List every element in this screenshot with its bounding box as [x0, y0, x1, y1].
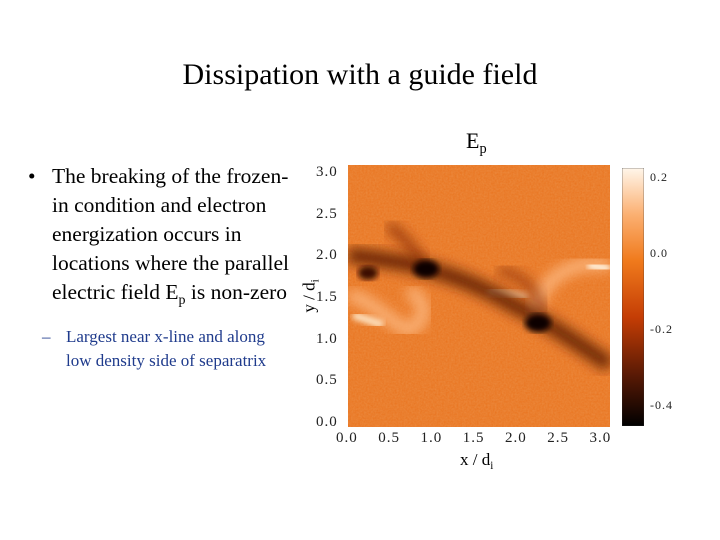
- y-tick-label: 0.0: [316, 413, 338, 430]
- x-line-minimum-lower: [525, 314, 551, 332]
- ep-heatmap: [348, 165, 610, 427]
- x-tick-label: 0.0: [336, 430, 358, 446]
- dark-separatrix-mid: [496, 265, 548, 317]
- heatmap-grain: [348, 165, 610, 427]
- figure-label: Ep: [466, 128, 487, 158]
- y-tick-label: 2.5: [316, 205, 338, 222]
- bullet-main-subscript: p: [178, 292, 186, 308]
- y-axis-label-subscript: i: [309, 279, 322, 283]
- y-tick-label: 1.5: [316, 289, 338, 306]
- colorbar-tick-label: 0.0: [650, 246, 668, 261]
- y-tick-label: 2.0: [316, 247, 338, 264]
- x-tick-label: 1.0: [420, 430, 443, 446]
- bullet-main-text: The breaking of the frozen-in condition …: [52, 164, 289, 304]
- bullet-list: • The breaking of the frozen-in conditio…: [28, 162, 290, 373]
- x-tick-label: 1.5: [462, 430, 485, 446]
- x-tick-label: 2.0: [505, 430, 527, 446]
- colorbar: [622, 168, 644, 426]
- bullet-sub-text: Largest near x-line and along low densit…: [66, 326, 267, 370]
- bright-spot-left: [351, 311, 385, 329]
- bullet-main: • The breaking of the frozen-in conditio…: [28, 162, 290, 315]
- colorbar-tick-label: -0.4: [650, 398, 673, 413]
- bullet-sub: – Largest near x-line and along low dens…: [28, 325, 290, 373]
- y-axis-label: y / di: [300, 279, 322, 312]
- bright-separatrix-left: [348, 284, 431, 338]
- figure-label-main: E: [466, 128, 480, 153]
- colorbar-tick-label: 0.2: [650, 170, 668, 185]
- x-line-minimum-upper: [413, 260, 439, 278]
- x-axis-label-subscript: i: [490, 459, 494, 472]
- bullet-glyph: •: [28, 164, 36, 188]
- colorbar-gradient: [622, 168, 644, 426]
- y-tick-label: 3.0: [316, 164, 338, 181]
- figure-label-subscript: p: [479, 141, 487, 157]
- x-axis-label: x / di: [460, 450, 493, 472]
- x-tick-label: 0.5: [378, 430, 400, 446]
- bright-spot-right: [587, 261, 610, 273]
- x-tick-label: 3.0: [589, 430, 612, 446]
- colorbar-tick-label: -0.2: [650, 322, 673, 337]
- x-axis-label-text: x / d: [460, 450, 491, 469]
- y-axis-label-text: y / d: [299, 282, 319, 313]
- dash-glyph: –: [42, 326, 51, 346]
- x-tick-label: 2.5: [547, 430, 570, 446]
- y-tick-label: 0.5: [316, 372, 338, 389]
- slide-title: Dissipation with a guide field: [182, 58, 538, 91]
- dark-spot-left: [358, 266, 378, 280]
- bullet-main-text-end: is non-zero: [185, 280, 288, 304]
- y-tick-label: 1.0: [316, 330, 338, 347]
